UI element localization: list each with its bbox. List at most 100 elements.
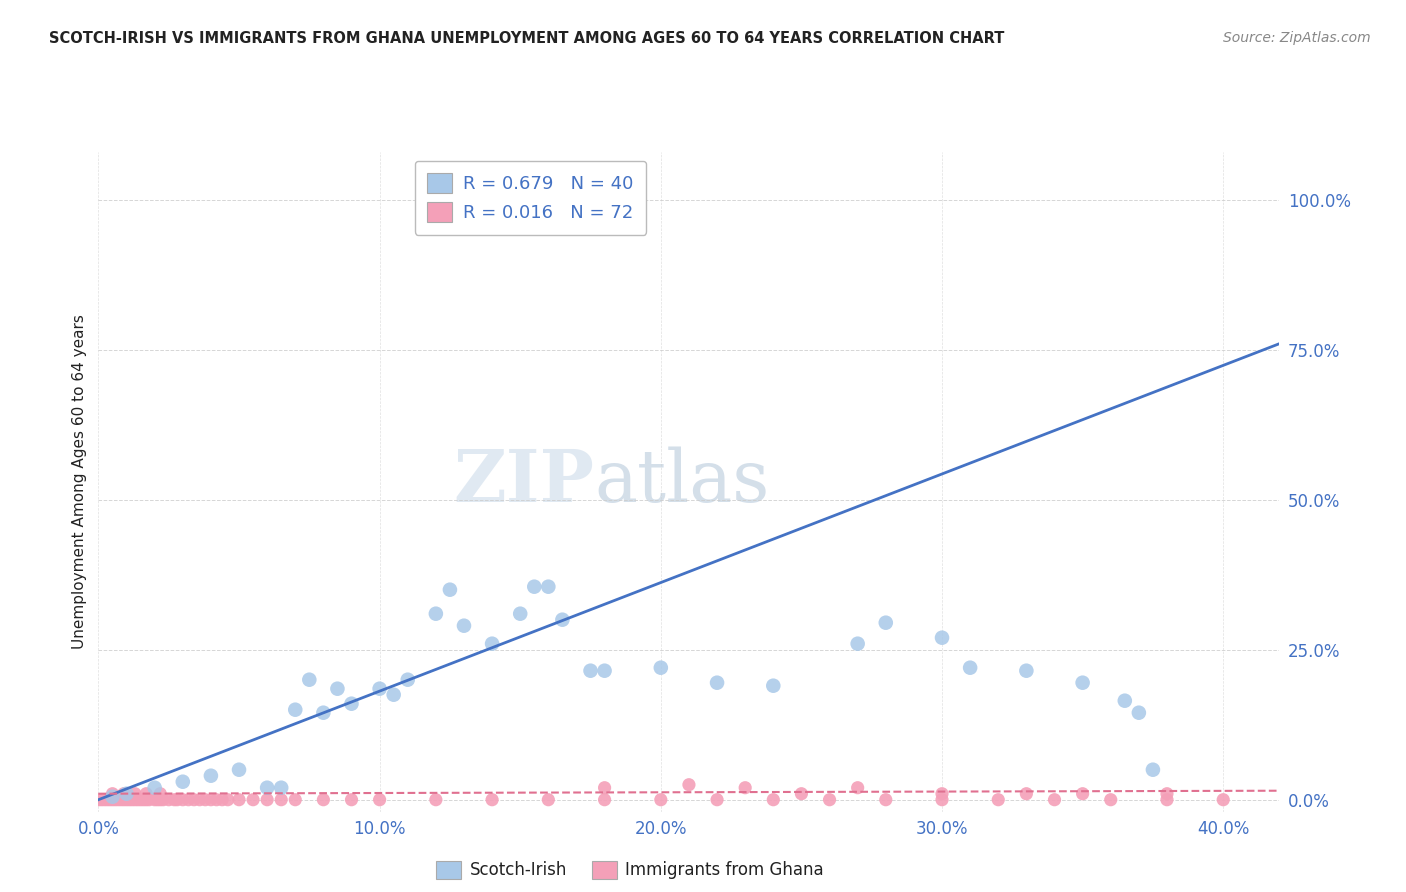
Point [172,774,194,789]
Point [188,793,211,807]
Point [481,637,503,651]
Point [1071,675,1094,690]
Point [112,793,135,807]
Point [270,793,292,807]
Point [959,661,981,675]
Point [1156,793,1178,807]
Point [194,793,217,807]
Point [101,787,124,801]
Point [143,780,166,795]
Point [152,793,174,807]
Point [242,793,264,807]
Point [931,793,953,807]
Point [256,793,278,807]
Point [157,793,180,807]
Point [650,793,672,807]
Point [135,787,157,801]
Point [368,793,391,807]
Point [382,688,405,702]
Point [200,793,222,807]
Point [101,793,124,807]
Point [439,582,461,597]
Point [593,664,616,678]
Point [1212,793,1234,807]
Point [1099,793,1122,807]
Text: atlas: atlas [595,446,770,517]
Point [177,793,200,807]
Point [96,793,118,807]
Legend: Scotch-Irish, Immigrants from Ghana: Scotch-Irish, Immigrants from Ghana [426,851,834,889]
Point [172,793,194,807]
Point [678,778,700,792]
Point [1156,787,1178,801]
Point [166,793,188,807]
Point [149,793,172,807]
Point [818,793,841,807]
Point [312,793,335,807]
Point [1114,694,1136,708]
Point [875,793,897,807]
Point [1128,706,1150,720]
Point [101,789,124,804]
Point [163,793,186,807]
Point [228,763,250,777]
Point [87,793,110,807]
Point [135,793,157,807]
Point [579,664,602,678]
Y-axis label: Unemployment Among Ages 60 to 64 years: Unemployment Among Ages 60 to 64 years [72,314,87,649]
Point [129,793,152,807]
Point [256,780,278,795]
Point [183,793,205,807]
Point [205,793,228,807]
Point [1142,763,1164,777]
Point [1043,793,1066,807]
Point [93,793,115,807]
Point [132,793,155,807]
Point [734,780,756,795]
Point [107,793,129,807]
Point [115,787,138,801]
Point [98,793,121,807]
Point [217,793,239,807]
Point [312,706,335,720]
Point [706,675,728,690]
Point [1071,787,1094,801]
Point [762,679,785,693]
Point [706,793,728,807]
Point [124,787,146,801]
Point [425,793,447,807]
Point [211,793,233,807]
Point [762,793,785,807]
Point [931,787,953,801]
Point [846,637,869,651]
Point [118,793,141,807]
Point [453,618,475,632]
Point [284,703,307,717]
Point [326,681,349,696]
Point [987,793,1010,807]
Point [537,580,560,594]
Point [284,793,307,807]
Point [523,580,546,594]
Point [90,793,112,807]
Text: Source: ZipAtlas.com: Source: ZipAtlas.com [1223,31,1371,45]
Point [875,615,897,630]
Point [931,631,953,645]
Point [146,793,169,807]
Point [846,780,869,795]
Point [340,697,363,711]
Point [1015,787,1038,801]
Point [149,787,172,801]
Point [1015,664,1038,678]
Point [115,793,138,807]
Point [228,793,250,807]
Point [790,787,813,801]
Point [509,607,531,621]
Point [425,607,447,621]
Point [124,793,146,807]
Point [298,673,321,687]
Point [112,787,135,801]
Text: SCOTCH-IRISH VS IMMIGRANTS FROM GHANA UNEMPLOYMENT AMONG AGES 60 TO 64 YEARS COR: SCOTCH-IRISH VS IMMIGRANTS FROM GHANA UN… [49,31,1004,46]
Point [551,613,574,627]
Point [593,780,616,795]
